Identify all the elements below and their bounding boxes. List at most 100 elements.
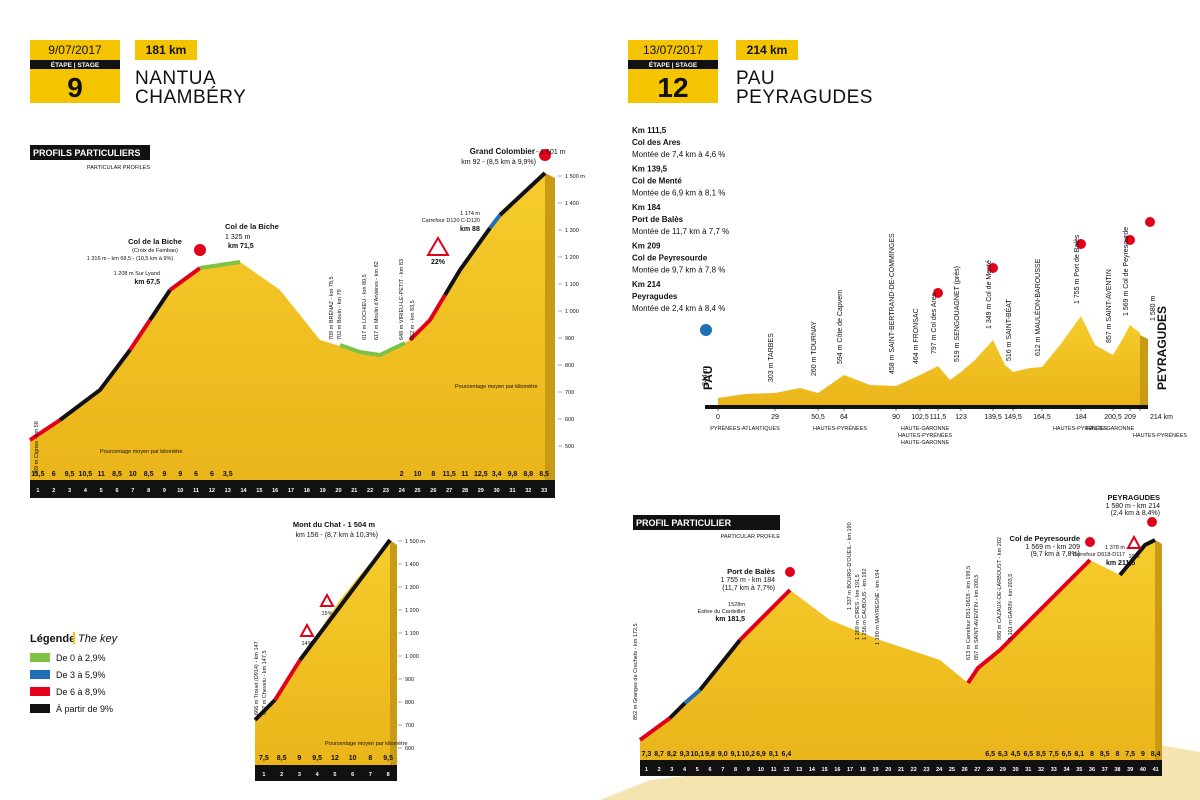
department: HAUTE-GARONNE [1086, 426, 1135, 432]
gradient: 6 [194, 471, 198, 478]
alt-tick-label: 600 [565, 417, 574, 423]
climb-name: Col des Ares [632, 138, 681, 147]
chat-profile [253, 538, 397, 781]
gradient: 8,5 [144, 471, 154, 478]
stage-number: 12 [657, 72, 688, 103]
gradient: 7,3 [641, 751, 651, 758]
km-mark: 24 [936, 767, 943, 773]
km-mark: 30 [494, 488, 500, 494]
km-mark: 10 [177, 488, 183, 494]
start-town: PAU [701, 366, 715, 390]
km-mark: 12 [783, 767, 789, 773]
km-mark: 7 [721, 767, 724, 773]
point-label: 702 m Bouin - km 79 [337, 289, 343, 340]
km-mark: 27 [446, 488, 452, 494]
alt-tick-label: 700 [565, 390, 574, 396]
department: HAUTES-PYRÉNÉES [1053, 425, 1107, 432]
km-mark: 15 [256, 488, 262, 494]
km-mark: 25 [414, 488, 420, 494]
alt-tick-label: 1 400 [565, 201, 579, 207]
stage-label: ÉTAPE | STAGE [649, 60, 698, 69]
legend-swatch [30, 687, 50, 696]
gradient: 8,4 [1151, 751, 1161, 758]
point-km: km 88 [460, 226, 480, 233]
stage-number: 9 [67, 72, 83, 103]
km-mark: 11 [193, 488, 199, 494]
climb-km: Km 184 [632, 203, 661, 212]
stage9-header: 9/07/2017 ÉTAPE | STAGE 9 181 km NANTUA … [30, 40, 246, 108]
km-mark: 35 [1076, 767, 1082, 773]
climb-name: Port de Balès [632, 215, 684, 224]
km-mark: 5 [696, 767, 699, 773]
start-label: 369 m Cignes - km 58 [34, 421, 40, 475]
alt-tick-label: 1 100 [405, 631, 419, 637]
gradient: 8 [1115, 751, 1119, 758]
gradient: 12 [331, 755, 339, 762]
climb-climb: (2,4 km à 8,4%) [1111, 510, 1160, 517]
finish-town: PEYRAGUDES [736, 87, 873, 108]
town-label: 244 m [702, 366, 709, 386]
stage12-profile [700, 217, 1155, 409]
km-label: 139,5 [984, 414, 1002, 421]
legend-divider [73, 632, 75, 644]
point-label: Carrefour D120 C-D120 [422, 218, 480, 224]
alt-tick-label: 900 [405, 677, 414, 683]
town-label: 303 m TARBES [768, 333, 775, 382]
gradient: 9,1 [731, 751, 741, 758]
legend-subtitle: The key [78, 633, 119, 645]
climb-name: Col de Peyresourde [1010, 534, 1080, 543]
gradient: 10,2 [741, 751, 755, 758]
alt-tick-label: 500 [565, 444, 574, 450]
summit-km: km 156 - (8,7 km à 10,3%) [296, 532, 378, 539]
km-mark: 13 [225, 488, 231, 494]
km-mark: 22 [911, 767, 917, 773]
alt-tick-label: 1 200 [405, 608, 419, 614]
km-label: 111,5 [930, 414, 947, 421]
gradient: 9,3 [680, 751, 690, 758]
stage-label: ÉTAPE | STAGE [51, 60, 100, 69]
point-label: 1 337 m BOURG-D'OUEIL - km 190 [847, 522, 853, 610]
point-label: 709 m BRÉNAZ - km 78,5 [328, 276, 335, 340]
colombier-profile [28, 149, 555, 498]
point-label: 986 m CAZAUX-DE-LARBOUST - km 202 [997, 537, 1003, 640]
km-label: 29 [771, 414, 779, 421]
gradient: 9,0 [718, 751, 728, 758]
km-mark: 14 [809, 767, 816, 773]
point-label: 1 256 m CAUBOUS - km 192 [862, 568, 868, 640]
climb-km: km 71,5 [228, 243, 254, 250]
point-label: Estive du Cardeillet [698, 609, 746, 615]
point-label: 857 m SAINT-AVENTIN - km 200,5 [974, 575, 980, 660]
point-label: 1 190 m MAYREGNE - km 194 [875, 570, 881, 645]
gradient: 9,5 [312, 755, 322, 762]
km-mark: 9 [747, 767, 750, 773]
km-mark: 16 [272, 488, 278, 494]
distance: 181 km [146, 43, 187, 57]
km-mark: 14 [240, 488, 247, 494]
climb-info: 1 580 m - km 214 [1106, 503, 1161, 510]
km-label: 102,5 [911, 414, 929, 421]
gradient: 7,5 [1125, 751, 1135, 758]
town-label: 260 m TOURNAY [811, 321, 818, 376]
tab [633, 515, 780, 530]
climbs-list: Km 111,5 Col des Ares Montée de 7,4 km à 4… [632, 126, 729, 313]
gradient: 6,4 [782, 751, 792, 758]
km-mark: 19 [872, 767, 878, 773]
km-label: 90 [892, 414, 900, 421]
km-label: 64 [840, 414, 848, 421]
km-mark: 4 [316, 772, 320, 778]
gradient: 10,5 [79, 471, 93, 478]
department: HAUTES-PYRÉNÉES [1133, 432, 1187, 439]
km-mark: 1 [36, 488, 39, 494]
town-label: 594 m Côte de Capvern [837, 290, 844, 364]
point-label: 852 m Granges de Crechets - km 172,5 [633, 623, 639, 720]
gradient: 3,4 [492, 471, 502, 478]
gradient: 9,5 [65, 471, 75, 478]
legend-title: Légende [30, 633, 75, 645]
steep-label: 22% [431, 259, 446, 266]
section-subtitle: PARTICULAR PROFILE [721, 534, 781, 540]
km-mark: 16 [834, 767, 840, 773]
km-mark: 33 [541, 488, 547, 494]
km-mark: 17 [847, 767, 853, 773]
stage12-labels: 244 m 0 303 m TARBES 29 260 m TOURNAY 50,5 594… [702, 227, 1187, 446]
km-mark: 15 [822, 767, 828, 773]
